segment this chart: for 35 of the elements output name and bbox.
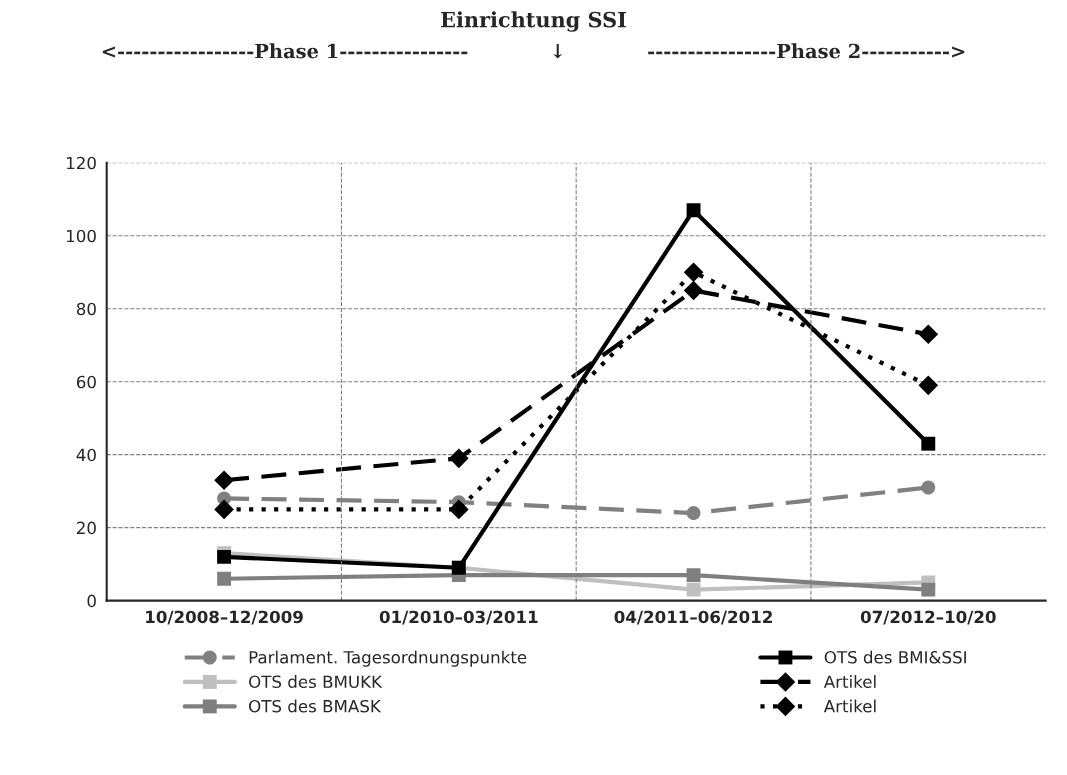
point	[921, 480, 936, 495]
x-tick-label: 04/2011–06/2012	[614, 610, 772, 625]
y-tick-label: 60	[76, 375, 96, 389]
point	[918, 324, 939, 345]
legend-label: Parlament. Tagesordnungspunkte	[249, 650, 527, 667]
y-tick-label: 0	[87, 594, 96, 608]
legend-label: Artikel	[823, 675, 876, 689]
x-tick-label: 07/2012–10/20	[860, 610, 996, 625]
point	[921, 436, 936, 451]
x-tick-label: 01/2010–03/2011	[379, 610, 538, 625]
legend-label: OTS des BMI&SSI	[824, 650, 966, 664]
point	[448, 448, 469, 469]
chart-title: Einrichtung SSI	[441, 11, 626, 32]
point	[683, 280, 704, 301]
point	[683, 262, 704, 283]
legend-label: OTS des BMUKK	[249, 675, 383, 689]
point	[217, 571, 232, 586]
point	[214, 470, 234, 491]
y-tick-label: 100	[67, 229, 96, 243]
legend-label: Artikel	[823, 699, 876, 713]
legend-label: OTS des BMASK	[249, 699, 382, 713]
y-tick-label: 40	[76, 448, 96, 462]
point	[686, 582, 701, 597]
y-tick-label: 20	[76, 521, 96, 535]
y-tick-label: 120	[67, 156, 96, 170]
point	[686, 506, 701, 520]
point	[686, 203, 701, 218]
point	[921, 582, 936, 597]
chart-subtitle: <-----------------Phase 1---------------- ↓ ----------------Phase 2----------->	[102, 43, 965, 59]
point	[214, 499, 234, 520]
x-tick-label: 10/2008–12/2009	[146, 610, 303, 625]
y-tick-label: 80	[76, 302, 96, 316]
point	[686, 568, 701, 583]
point	[448, 499, 469, 520]
point	[918, 375, 939, 396]
